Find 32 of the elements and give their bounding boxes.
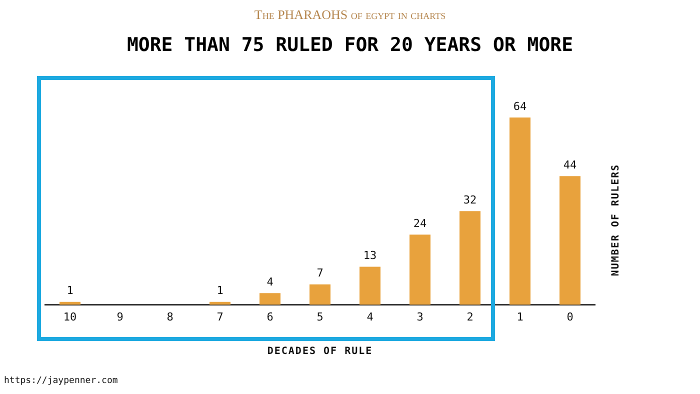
data-label: 44 (563, 158, 577, 172)
chart-subtitle: The PHARAOHS of egypt in charts (253, 7, 447, 23)
data-label: 13 (363, 249, 377, 262)
bar (310, 284, 330, 305)
text: https://jaypenner.com (4, 376, 118, 386)
x-tick-label: 10 (63, 310, 77, 324)
data-label: 4 (266, 275, 274, 288)
data-label: 24 (413, 216, 427, 230)
data-label: 64 (513, 100, 527, 113)
x-tick-label: 7 (216, 310, 224, 324)
x-axis-title: DECADES OF RULE (266, 346, 374, 357)
bar (460, 211, 480, 305)
bar (510, 118, 530, 305)
bar (410, 234, 430, 305)
x-tick-label: 1 (516, 310, 524, 324)
x-tick-label: 4 (366, 310, 374, 324)
data-label: 1 (216, 284, 224, 298)
bar (560, 176, 580, 305)
x-tick-label: 6 (266, 310, 274, 324)
data-label: 7 (316, 266, 324, 280)
x-tick-label: 5 (316, 310, 324, 324)
y-axis-title: NUMBER OF RULERS (610, 164, 622, 276)
chart-title: MORE THAN 75 RULED FOR 20 YEARS OR MORE (126, 34, 574, 56)
bar (360, 266, 380, 305)
data-label: 1 (66, 284, 74, 298)
data-label: 32 (463, 194, 477, 207)
x-tick-label: 8 (166, 310, 174, 324)
x-tick-label: 3 (416, 310, 424, 324)
x-tick-label: 9 (116, 310, 124, 324)
x-tick-label: 2 (466, 310, 474, 324)
bar (260, 293, 280, 305)
x-tick-label: 0 (566, 310, 574, 324)
